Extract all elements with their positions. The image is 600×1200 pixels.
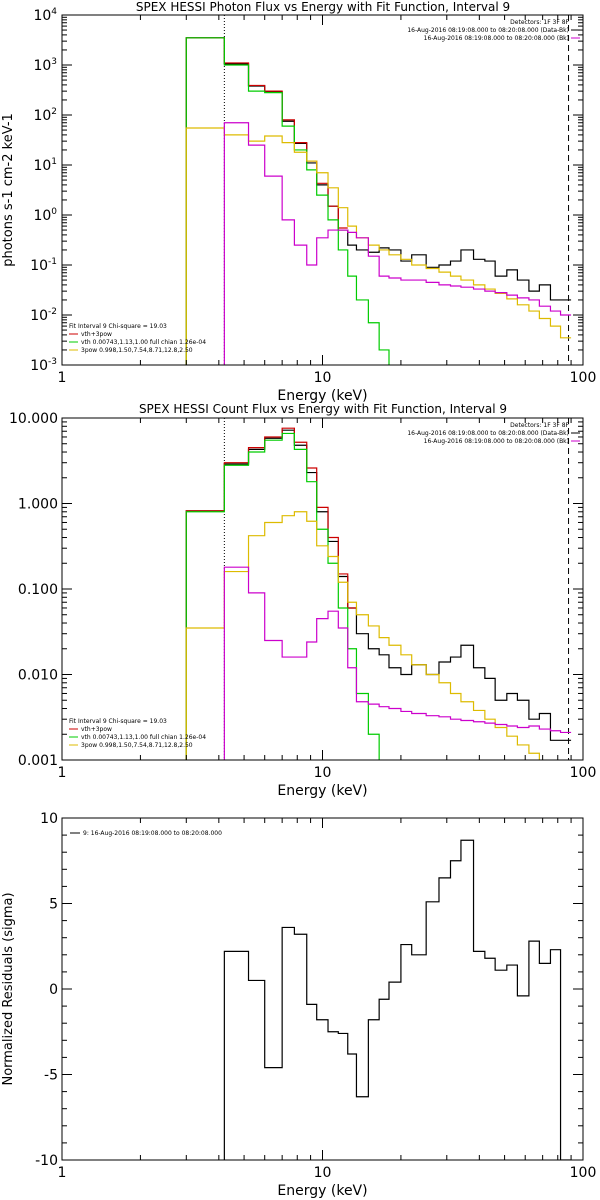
series-bk <box>223 566 572 760</box>
y-tick-base: 10 <box>30 258 48 274</box>
y-tick-base: 10 <box>33 108 51 124</box>
x-tick-label: 10 <box>314 1165 332 1181</box>
x-tick-label: 1 <box>58 1165 67 1181</box>
photon-flux-title: SPEX HESSI Photon Flux vs Energy with Fi… <box>136 0 510 14</box>
fit-legend-header: Fit Interval 9 Chi-square = 19.03 <box>69 718 167 725</box>
legend-entry-label: 16-Aug-2016 08:19:08.000 to 08:20:08.000… <box>407 430 569 437</box>
y-tick-exponent: 1 <box>51 157 57 167</box>
y-tick-exponent: -3 <box>48 357 57 367</box>
plot-frame <box>61 817 584 1161</box>
fit-legend-entry-label: vth+3pow <box>81 726 112 733</box>
y-tick-label: 10.000 <box>9 411 58 427</box>
legend-entry-label: 16-Aug-2016 08:19:08.000 to 08:20:08.000… <box>424 35 569 42</box>
y-tick-label: 10 <box>40 811 58 827</box>
fit-legend-entry-label: vth+3pow <box>81 331 112 338</box>
series-data-bk <box>185 429 572 760</box>
y-tick-label: 10-3 <box>30 357 57 374</box>
y-axis-title: Normalized Residuals (sigma) <box>1 892 16 1085</box>
legend-entry-label: 16-Aug-2016 08:19:08.000 to 08:20:08.000… <box>424 438 569 445</box>
legend-header: Detectors: 1F 3F 8F <box>510 422 569 429</box>
photon-flux-panel: SPEX HESSI Photon Flux vs Energy with Fi… <box>1 0 596 404</box>
legend-entry-label: 9: 16-Aug-2016 08:19:08.000 to 08:20:08.… <box>83 830 222 837</box>
y-tick-exponent: -1 <box>48 257 57 267</box>
plot-frame <box>61 417 584 761</box>
residuals-panel: 1 10 100 -10 -5 0 5 10 Energy (keV) Normalized Re… <box>1 811 596 1199</box>
y-tick-label: 0 <box>49 982 58 998</box>
plot-frame <box>61 14 584 366</box>
series-vth-3pow <box>185 37 348 365</box>
x-axis-title: Energy (keV) <box>277 1183 367 1199</box>
y-tick-base: 10 <box>33 58 51 74</box>
y-tick-base: 10 <box>33 208 51 224</box>
y-tick-label: 0.010 <box>18 668 58 684</box>
series-data-bk <box>185 37 572 365</box>
series-3pow <box>185 511 540 760</box>
count-flux-title: SPEX HESSI Count Flux vs Energy with Fit… <box>139 402 507 416</box>
count-flux-panel: SPEX HESSI Count Flux vs Energy with Fit… <box>9 402 597 799</box>
fit-legend-entry-label: vth 0.00743,1.13,1.00 full chian 1.26e-0… <box>81 339 206 346</box>
series-vth <box>185 37 390 365</box>
y-tick-label: -5 <box>44 1068 58 1084</box>
x-axis-title: Energy (keV) <box>277 783 367 799</box>
fit-legend-entry-label: 3pow 0.998,1.50,7.54,8.71,12.8,2.50 <box>81 742 193 749</box>
x-axis-title: Energy (keV) <box>277 388 367 404</box>
x-tick-label: 100 <box>570 1165 597 1181</box>
series-3pow <box>185 127 572 365</box>
y-tick-label: 103 <box>33 57 57 74</box>
y-tick-label: 0.100 <box>18 582 58 598</box>
y-axis-title: photons s-1 cm-2 keV-1 <box>1 113 16 267</box>
x-tick-label: 100 <box>570 765 597 781</box>
legend-entry-label: 16-Aug-2016 08:19:08.000 to 08:20:08.000… <box>407 27 569 34</box>
fit-legend-header: Fit Interval 9 Chi-square = 19.03 <box>69 323 167 330</box>
series-residuals <box>223 839 572 1160</box>
y-tick-exponent: -2 <box>48 307 57 317</box>
y-tick-base: 10 <box>33 158 51 174</box>
series-vth <box>185 432 380 760</box>
legend-header: Detectors: 1F 3F 8F <box>510 19 569 26</box>
y-tick-label: 0.001 <box>18 753 58 769</box>
y-tick-label: 10-1 <box>30 257 57 274</box>
x-tick-label: 10 <box>314 765 332 781</box>
series-vth-3pow <box>185 427 357 760</box>
y-tick-label: -10 <box>35 1153 58 1169</box>
y-tick-base: 10 <box>30 358 48 374</box>
y-tick-label: 104 <box>33 7 57 24</box>
y-tick-label: 101 <box>33 157 57 174</box>
series-bk <box>223 122 572 365</box>
y-tick-label: 10-2 <box>30 307 57 324</box>
fit-legend-entry-label: vth 0.00743,1.13,1.00 full chian 1.26e-0… <box>81 734 206 741</box>
y-tick-label: 5 <box>49 897 58 913</box>
y-tick-label: 1.000 <box>18 497 58 513</box>
y-tick-base: 10 <box>33 8 51 24</box>
y-tick-label: 102 <box>33 107 57 124</box>
y-tick-exponent: 3 <box>51 57 57 67</box>
x-tick-label: 100 <box>570 370 597 386</box>
x-tick-label: 1 <box>58 765 67 781</box>
fit-legend-entry-label: 3pow 0.998,1.50,7.54,8.71,12.8,2.50 <box>81 347 193 354</box>
y-tick-exponent: 4 <box>51 7 57 17</box>
y-tick-label: 100 <box>33 207 57 224</box>
x-tick-label: 1 <box>58 370 67 386</box>
y-tick-exponent: 2 <box>51 107 57 117</box>
y-tick-exponent: 0 <box>51 207 57 217</box>
y-tick-base: 10 <box>30 308 48 324</box>
x-tick-label: 10 <box>314 370 332 386</box>
